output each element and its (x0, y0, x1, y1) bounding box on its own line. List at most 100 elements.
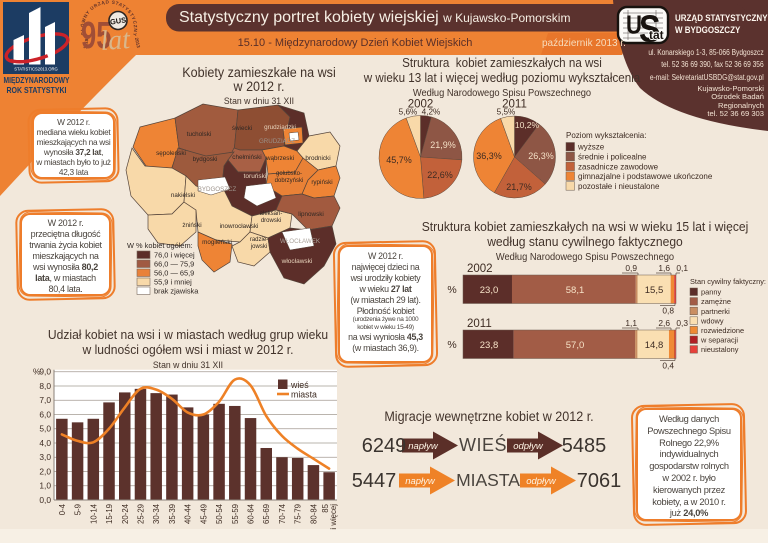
svg-text:57,0: 57,0 (566, 340, 585, 351)
svg-text:wieś: wieś (290, 380, 309, 390)
svg-text:45,7%: 45,7% (386, 155, 412, 165)
svg-text:0,3: 0,3 (676, 318, 688, 328)
svg-text:BYDGOSZCZ: BYDGOSZCZ (198, 186, 237, 193)
svg-text:brodnicki: brodnicki (305, 155, 330, 162)
svg-text:radzie-: radzie- (250, 237, 268, 243)
svg-text:nakielski: nakielski (171, 192, 195, 199)
svg-text:U: U (626, 11, 642, 40)
svg-text:STATISTICS2013.ORG: STATISTICS2013.ORG (14, 67, 58, 72)
svg-text:W % kobiet ogółem:: W % kobiet ogółem: (127, 241, 193, 250)
svg-text:5,5%: 5,5% (497, 108, 516, 117)
svg-text:2011: 2011 (467, 318, 492, 330)
svg-text:włocławski: włocławski (281, 258, 313, 265)
svg-text:40-44: 40-44 (184, 503, 193, 524)
svg-text:WIEŚ: WIEŚ (459, 434, 507, 455)
svg-text:odpływ: odpływ (513, 441, 544, 452)
svg-text:rypiński: rypiński (311, 179, 332, 186)
svg-text:żniński: żniński (182, 222, 201, 229)
svg-text:15-19: 15-19 (105, 504, 114, 524)
svg-text:15,5: 15,5 (645, 285, 664, 296)
svg-text:zamężne: zamężne (701, 297, 731, 306)
svg-text:85: 85 (321, 503, 330, 512)
svg-text:0,9: 0,9 (625, 263, 637, 273)
svg-text:ROK STATYSTYKI: ROK STATYSTYKI (7, 85, 67, 95)
svg-text:pozostałe i nieustalone: pozostałe i nieustalone (578, 182, 660, 191)
svg-text:60-64: 60-64 (247, 503, 256, 524)
svg-text:2002: 2002 (467, 263, 493, 275)
svg-text:5485: 5485 (562, 435, 607, 457)
svg-text:bydgoski: bydgoski (193, 156, 218, 163)
svg-text:0-4: 0-4 (58, 503, 67, 515)
svg-text:WŁOCŁAWEK: WŁOCŁAWEK (280, 238, 321, 245)
svg-text:1,0: 1,0 (39, 481, 51, 491)
svg-text:75-79: 75-79 (294, 504, 303, 524)
svg-text:MIASTA: MIASTA (456, 470, 520, 490)
svg-text:tucholski: tucholski (187, 131, 212, 138)
svg-text:aleksan-: aleksan- (260, 211, 283, 217)
svg-text:GUS: GUS (109, 15, 126, 26)
svg-text:MIĘDZYNARODOWY: MIĘDZYNARODOWY (4, 75, 70, 85)
svg-text:66,0 — 75,9: 66,0 — 75,9 (154, 260, 194, 269)
svg-text:wąbrzeski: wąbrzeski (265, 155, 294, 162)
svg-text:5-9: 5-9 (74, 504, 83, 515)
svg-text:23,8: 23,8 (480, 340, 499, 351)
svg-text:panny: panny (701, 288, 721, 297)
svg-text:partnerki: partnerki (701, 307, 730, 316)
svg-text:golubsko-: golubsko- (276, 171, 302, 177)
svg-text:drowski: drowski (261, 218, 281, 224)
svg-text:rozwiedzione: rozwiedzione (701, 326, 744, 335)
svg-text:sępoleński: sępoleński (156, 150, 186, 157)
svg-text:2011: 2011 (502, 99, 527, 111)
svg-text:miasta: miasta (291, 390, 317, 400)
svg-text:10,2%: 10,2% (515, 120, 540, 130)
svg-text:21,7%: 21,7% (506, 182, 532, 192)
svg-text:80-84: 80-84 (309, 503, 318, 524)
svg-text:tat: tat (649, 28, 664, 42)
svg-text:1918: 1918 (83, 38, 90, 49)
svg-text:%: % (33, 367, 41, 377)
svg-text:55,9 i mniej: 55,9 i mniej (154, 278, 192, 287)
svg-text:23,0: 23,0 (480, 285, 499, 296)
svg-text:grudziądzki: grudziądzki (264, 124, 296, 131)
svg-text:inowrocławski: inowrocławski (220, 223, 259, 230)
svg-text:2,6: 2,6 (658, 318, 670, 328)
svg-text:7061: 7061 (577, 470, 622, 492)
svg-text:58,1: 58,1 (566, 285, 585, 296)
svg-text:65-69: 65-69 (262, 504, 271, 524)
svg-text:wdowy: wdowy (700, 316, 724, 325)
svg-text:Poziom wykształcenia:: Poziom wykształcenia: (566, 131, 646, 140)
svg-text:30-34: 30-34 (152, 503, 161, 524)
svg-text:0,8: 0,8 (662, 306, 674, 316)
svg-text:5,0: 5,0 (39, 424, 51, 434)
svg-text:14,8: 14,8 (645, 340, 664, 351)
svg-text:toruński: toruński (244, 173, 267, 180)
svg-text:95: 95 (81, 15, 111, 57)
svg-text:7,0: 7,0 (39, 395, 51, 405)
svg-text:gimnazjalne i podstawowe ukońc: gimnazjalne i podstawowe ukończone (578, 172, 713, 181)
svg-text:mogileński: mogileński (202, 239, 232, 246)
svg-text:2002: 2002 (408, 99, 434, 111)
svg-text:napływ: napływ (408, 441, 439, 452)
svg-text:36,3%: 36,3% (476, 151, 502, 161)
svg-text:56,0 — 65,9: 56,0 — 65,9 (154, 269, 194, 278)
svg-text:GRUDZIĄDZ: GRUDZIĄDZ (259, 138, 295, 145)
svg-text:9,0: 9,0 (39, 367, 51, 377)
svg-text:0,0: 0,0 (39, 495, 51, 505)
svg-text:%: % (447, 339, 456, 351)
svg-text:22,6%: 22,6% (427, 170, 453, 180)
svg-text:TORUŃ: TORUŃ (250, 192, 272, 199)
svg-text:2013: 2013 (134, 37, 141, 48)
svg-text:21,9%: 21,9% (430, 140, 456, 150)
svg-text:średnie i policealne: średnie i policealne (578, 153, 647, 162)
svg-text:w separacji: w separacji (700, 336, 738, 345)
svg-text:wyższe: wyższe (577, 143, 605, 152)
svg-text:2,0: 2,0 (39, 466, 51, 476)
svg-text:4,2%: 4,2% (422, 108, 441, 117)
svg-text:6,0: 6,0 (39, 409, 51, 419)
svg-text:S: S (639, 8, 661, 50)
svg-text:odpływ: odpływ (526, 476, 557, 487)
svg-text:45-49: 45-49 (199, 504, 208, 524)
svg-text:5447: 5447 (352, 470, 397, 492)
svg-text:20-24: 20-24 (121, 503, 130, 524)
svg-text:76,0 i więcej: 76,0 i więcej (154, 251, 195, 260)
